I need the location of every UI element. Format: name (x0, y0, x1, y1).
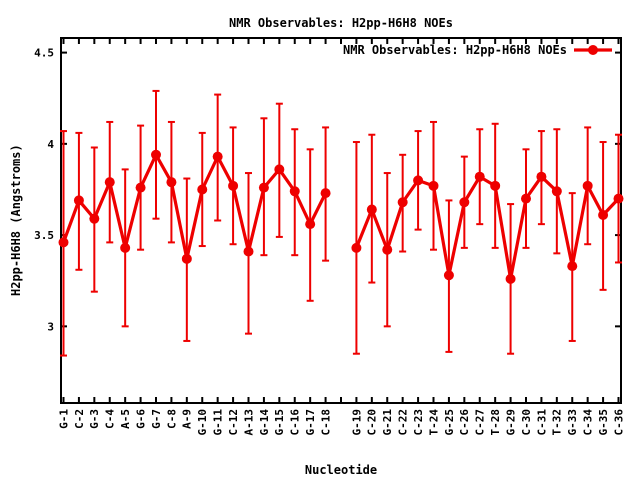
data-point-C-4 (104, 177, 115, 188)
data-point-C-8 (166, 177, 177, 188)
x-tick-label-C-30: C-30 (520, 409, 533, 436)
data-point-C-26 (459, 197, 470, 208)
x-tick-label-G-7: G-7 (150, 409, 163, 429)
series-line-segment-2 (354, 175, 620, 281)
x-axis-title: Nucleotide (304, 463, 378, 477)
x-tick-label-C-26: C-26 (458, 409, 471, 436)
x-tick-label-C-31: C-31 (535, 409, 548, 436)
x-tick-label-T-32: T-32 (551, 409, 564, 436)
x-tick-label-G-1: G-1 (57, 409, 70, 429)
series-line-segment-1 (61, 153, 328, 261)
data-point-G-11 (212, 151, 223, 162)
x-tick-label-G-11: G-11 (212, 409, 225, 436)
data-point-G-3 (89, 213, 100, 224)
y-tick-labels: 3 3.5 4 4.5 (34, 47, 54, 334)
data-point-A-5 (120, 242, 131, 253)
data-point-G-17 (305, 219, 316, 230)
data-point-G-15 (274, 164, 285, 175)
y-axis-title: H2pp-H6H8 (Angstroms) (9, 144, 23, 297)
data-point-C-20 (366, 204, 377, 215)
x-tick-label-G-21: G-21 (381, 409, 394, 436)
data-point-C-16 (289, 186, 300, 197)
data-point-G-19 (351, 242, 362, 253)
x-tick-labels: G-1 C-2 G-3 C-4 A-5 G-6 G-7 C-8 A-9 G-10 G-11 C-12 A… (57, 409, 625, 436)
data-point-T-32 (551, 186, 562, 197)
data-point-C-2 (73, 195, 84, 206)
data-point-C-18 (320, 188, 331, 199)
data-point-G-1 (58, 237, 69, 248)
data-point-C-31 (536, 171, 547, 182)
x-tick-label-C-12: C-12 (227, 409, 240, 436)
plot-border (60, 37, 622, 404)
x-tick-label-C-20: C-20 (366, 409, 379, 436)
x-tick-label-C-8: C-8 (165, 409, 178, 429)
x-tick-label-G-35: G-35 (597, 409, 610, 436)
x-tick-label-G-3: G-3 (88, 409, 101, 429)
y-tick-label: 3 (47, 320, 54, 333)
data-point-C-22 (397, 197, 408, 208)
x-tick-label-A-13: A-13 (242, 409, 255, 436)
legend-sample-marker (588, 45, 598, 55)
x-tick-label-C-34: C-34 (582, 409, 595, 436)
x-tick-label-C-27: C-27 (474, 409, 487, 436)
y-tick-label: 4 (47, 138, 54, 151)
x-tick-label-C-23: C-23 (412, 409, 425, 436)
y-tick-label: 4.5 (34, 47, 54, 60)
data-point-G-25 (443, 270, 454, 281)
data-point-C-34 (582, 180, 593, 191)
x-tick-label-G-29: G-29 (504, 409, 517, 436)
legend: NMR Observables: H2pp-H6H8 NOEs (343, 44, 612, 56)
data-point-C-23 (413, 175, 424, 186)
data-point-G-35 (598, 210, 609, 221)
data-point-G-29 (505, 273, 516, 284)
data-point-G-10 (197, 184, 208, 195)
x-tick-label-C-4: C-4 (104, 409, 117, 429)
data-points (58, 149, 624, 284)
x-tick-label-C-22: C-22 (397, 409, 410, 436)
x-tick-label-C-18: C-18 (319, 409, 332, 436)
data-point-G-21 (382, 244, 393, 255)
x-tick-label-A-5: A-5 (119, 409, 132, 429)
x-tick-label-G-6: G-6 (134, 409, 147, 429)
x-tick-label-G-10: G-10 (196, 409, 209, 436)
x-tick-label-A-9: A-9 (181, 409, 194, 429)
data-point-T-24 (428, 180, 439, 191)
x-tick-label-C-36: C-36 (612, 409, 625, 436)
x-tick-label-G-15: G-15 (273, 409, 286, 436)
legend-line-marker-sample (574, 45, 612, 55)
x-tick-label-C-2: C-2 (73, 409, 86, 429)
y-tick-label: 3.5 (34, 229, 54, 242)
data-point-T-28 (490, 180, 501, 191)
data-point-G-14 (258, 182, 269, 193)
x-tick-label-T-28: T-28 (489, 409, 502, 436)
data-point-G-7 (151, 149, 161, 160)
data-point-A-9 (181, 253, 192, 264)
data-point-G-6 (135, 182, 146, 193)
error-bars (60, 89, 622, 357)
x-tick-label-G-33: G-33 (566, 409, 579, 436)
data-point-C-27 (474, 171, 485, 182)
data-point-G-33 (567, 261, 578, 272)
data-point-C-36 (613, 193, 624, 204)
chart-title: NMR Observables: H2pp-H6H8 NOEs (229, 16, 453, 30)
x-tick-label-C-16: C-16 (289, 409, 302, 436)
x-tick-label-G-14: G-14 (258, 409, 271, 436)
x-tick-label-G-19: G-19 (350, 409, 363, 436)
data-point-C-12 (228, 180, 239, 191)
x-tick-label-G-17: G-17 (304, 409, 317, 436)
x-tick-label-G-25: G-25 (443, 409, 456, 436)
legend-label: NMR Observables: H2pp-H6H8 NOEs (343, 43, 567, 57)
x-tick-label-T-24: T-24 (427, 409, 440, 436)
x-ticks (62, 38, 620, 403)
data-point-A-13 (243, 246, 254, 257)
data-point-C-30 (521, 193, 531, 204)
